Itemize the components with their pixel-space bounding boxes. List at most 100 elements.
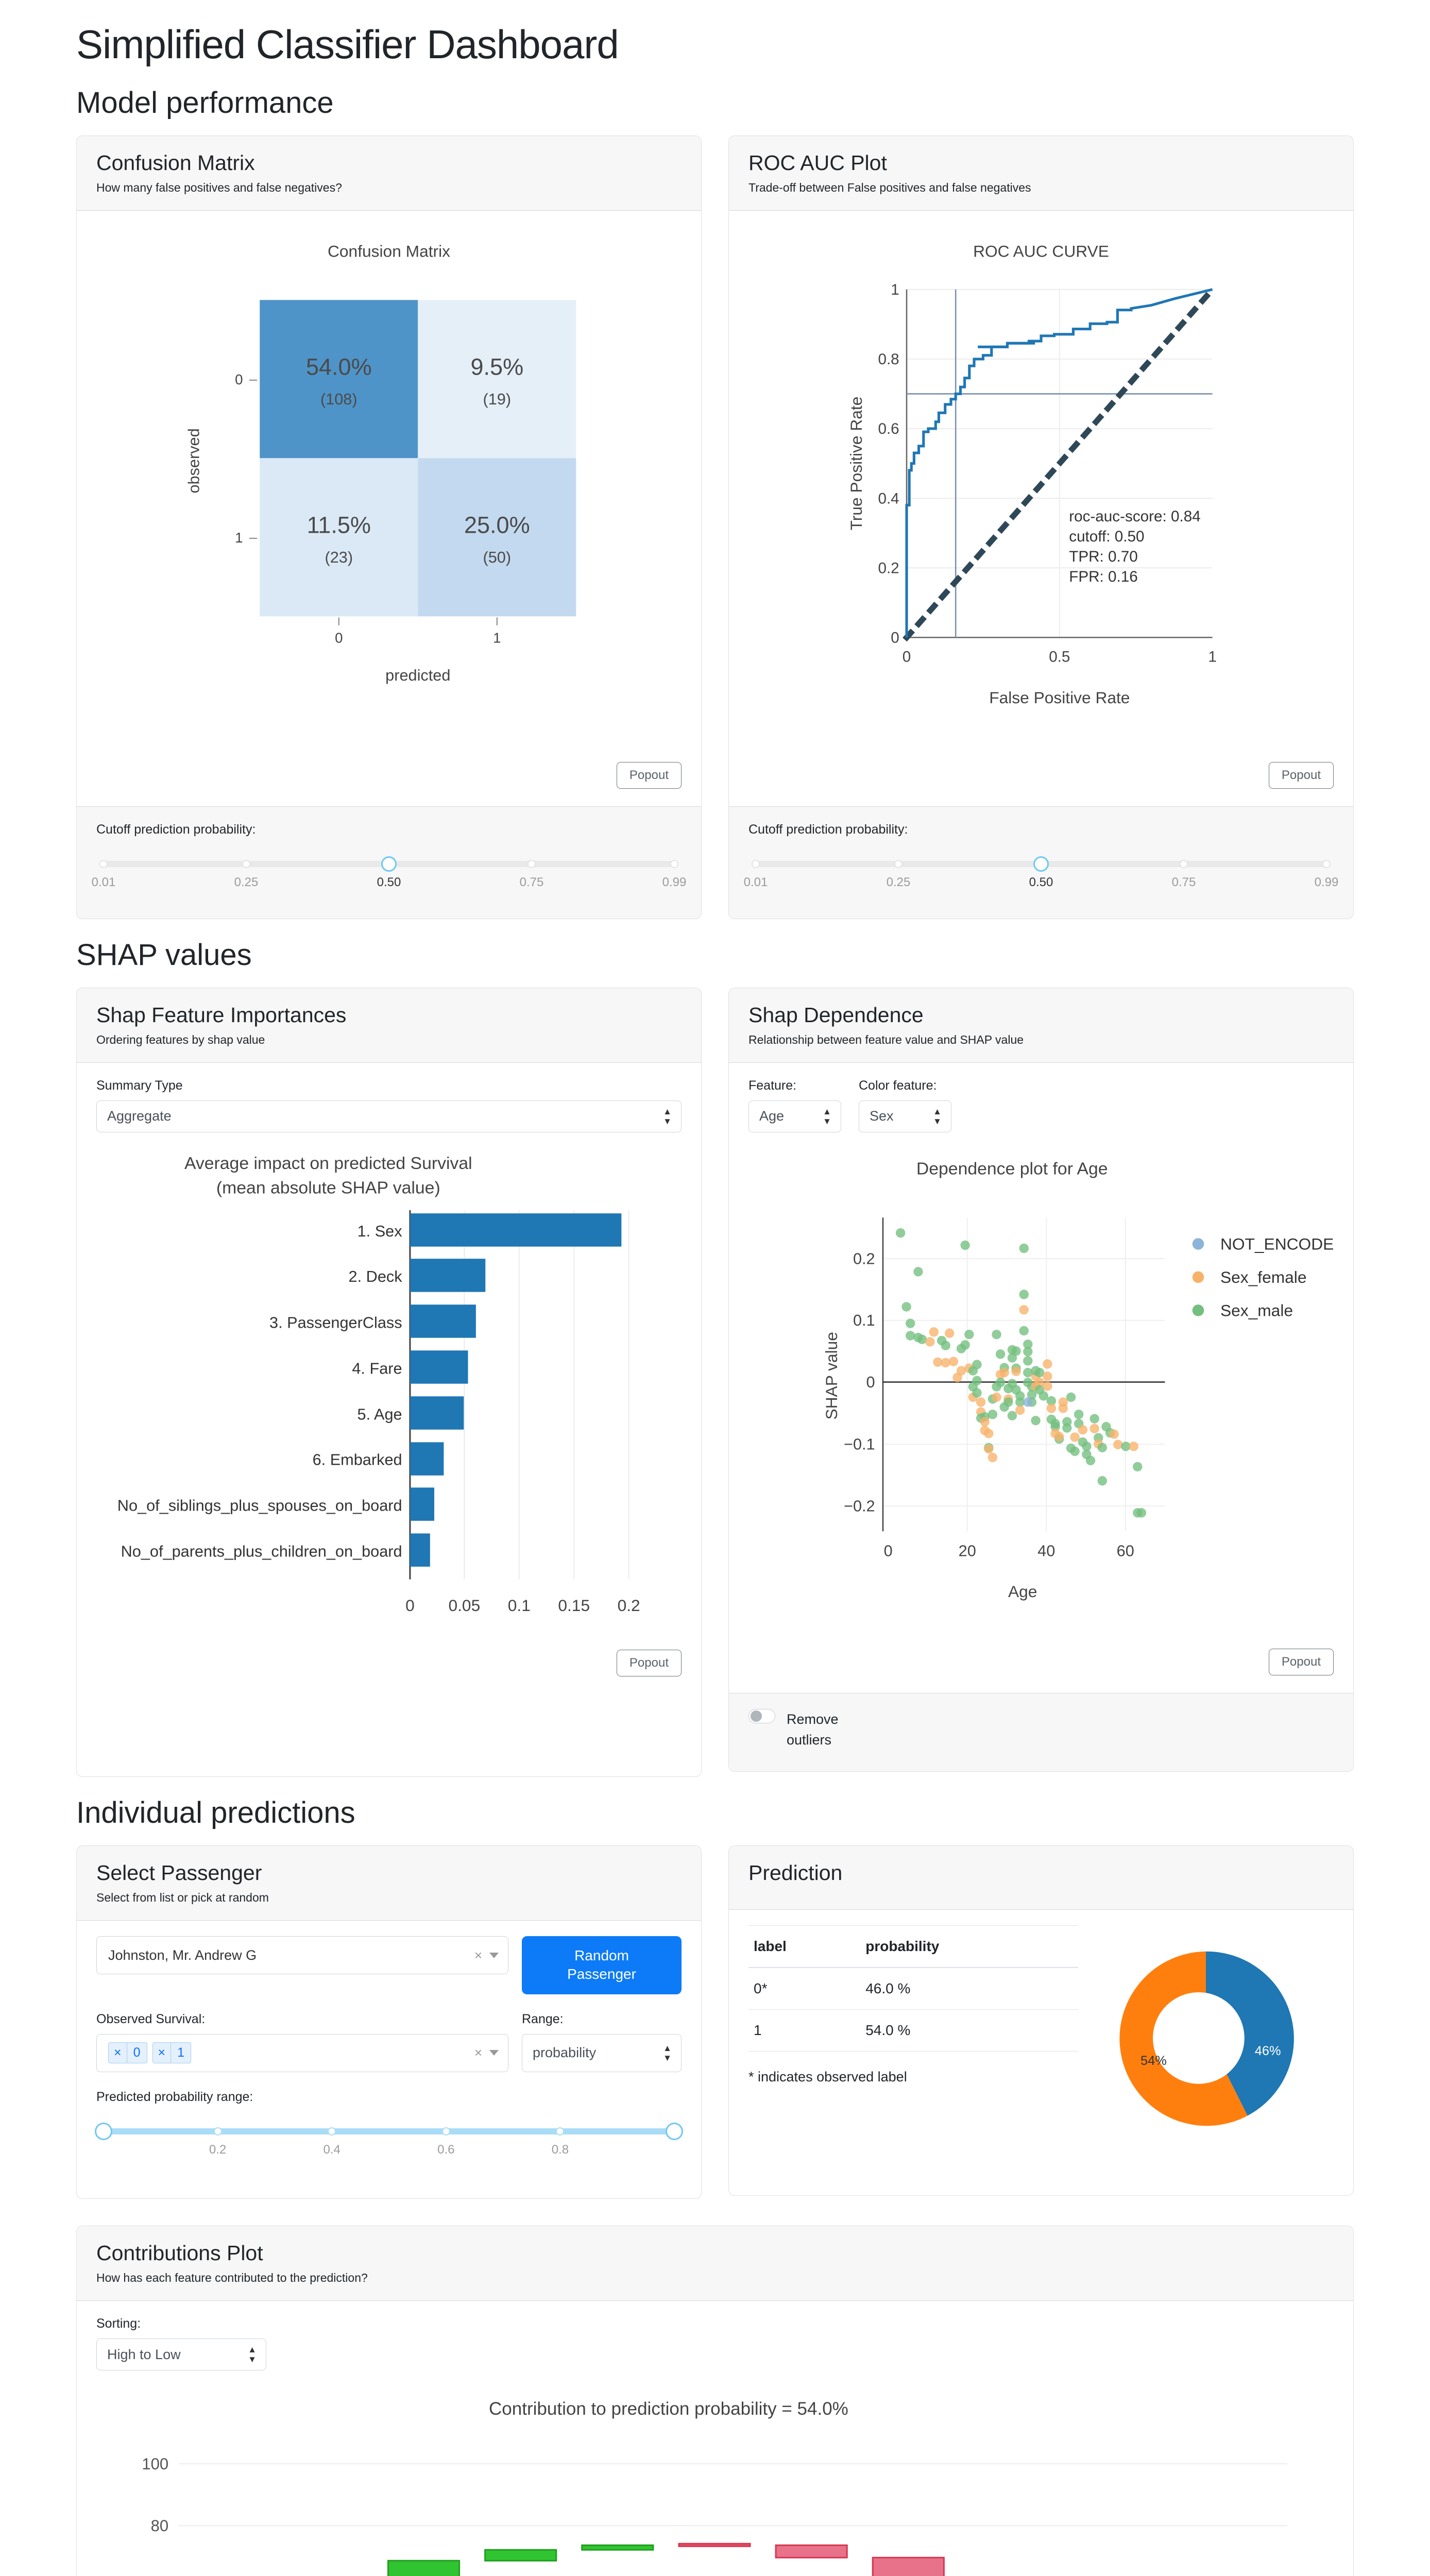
svg-text:0.05: 0.05 xyxy=(448,1596,480,1615)
svg-text:−0.1: −0.1 xyxy=(844,1435,875,1453)
token[interactable]: × 1 xyxy=(152,2042,192,2064)
clear-icon[interactable]: × xyxy=(474,1947,482,1963)
svg-text:0.15: 0.15 xyxy=(558,1596,590,1615)
shap-dependence-subtitle: Relationship between feature value and S… xyxy=(748,1032,1024,1046)
predicted-probability-range-slider[interactable]: 0.2 0.4 0.6 0.8 xyxy=(95,2112,683,2165)
observed-survival-dropdown[interactable]: × 0 × 1 × xyxy=(96,2033,508,2072)
passenger-select-dropdown[interactable]: Johnston, Mr. Andrew G × xyxy=(96,1936,508,1975)
dependence-feature-select[interactable]: Age ▲ ▼ xyxy=(748,1100,841,1132)
dependence-color-feature-select[interactable]: Sex ▲ ▼ xyxy=(859,1100,951,1132)
confusion-matrix-body: Confusion Matrix 54.0% (108) 9.5% (19) 1… xyxy=(77,211,701,806)
shap-dependence-footer: Remove outliers xyxy=(729,1692,1353,1771)
shap-dependence-popout-button[interactable]: Popout xyxy=(1268,1648,1334,1675)
chevron-updown-icon: ▲ ▼ xyxy=(663,2043,672,2063)
svg-text:−0.2: −0.2 xyxy=(844,1497,875,1515)
prediction-title: Prediction xyxy=(748,1860,843,1885)
observed-survival-tokens: × 0 × 1 xyxy=(108,2042,192,2064)
slider-mark: 0.75 xyxy=(519,875,544,889)
shap-importance-body: Summary Type Aggregate ▲ ▼ Average impact… xyxy=(77,1063,701,1776)
confusion-matrix-plot: Confusion Matrix 54.0% (108) 9.5% (19) 1… xyxy=(96,226,682,759)
svg-text:54.0%: 54.0% xyxy=(306,354,372,380)
roc-cutoff-label: Cutoff prediction probability: xyxy=(748,822,908,837)
svg-text:20: 20 xyxy=(959,1541,976,1560)
svg-text:Age: Age xyxy=(1008,1582,1037,1601)
dashboard-page: Simplified Classifier Dashboard Model pe… xyxy=(0,22,1430,2576)
svg-text:1. Sex: 1. Sex xyxy=(358,1222,403,1240)
dependence-color-feature-value: Sex xyxy=(870,1108,894,1124)
roc-auc-popout-button[interactable]: Popout xyxy=(1268,761,1334,789)
shap-dependence-card: Shap Dependence Relationship between fea… xyxy=(728,987,1354,1772)
prediction-pie-chart: 46% 54% xyxy=(1078,1925,1334,2152)
shap-dependence-body: Feature: Age ▲ ▼ Color feature: Sex ▲ ▼ xyxy=(729,1063,1353,1693)
dependence-feature-label: Feature: xyxy=(748,1078,797,1093)
confusion-matrix-popout-button[interactable]: Popout xyxy=(616,761,682,789)
svg-text:(50): (50) xyxy=(483,548,512,566)
svg-text:0: 0 xyxy=(884,1541,893,1560)
contributions-header: Contributions Plot How has each feature … xyxy=(77,2226,1353,2301)
confusion-cutoff-slider[interactable]: 0.01 0.25 0.50 0.75 0.99 xyxy=(92,844,686,898)
section-title-model-performance: Model performance xyxy=(76,86,334,120)
svg-text:roc-auc-score: 0.84: roc-auc-score: 0.84 xyxy=(1069,508,1200,525)
roc-cutoff-slider[interactable]: 0.01 0.25 0.50 0.75 0.99 xyxy=(744,844,1338,898)
cell-probability: 46.0 % xyxy=(860,1968,1078,2010)
svg-text:0: 0 xyxy=(235,371,243,387)
section-title-shap-values: SHAP values xyxy=(76,938,252,972)
svg-text:5. Age: 5. Age xyxy=(358,1405,402,1423)
svg-text:11.5%: 11.5% xyxy=(307,512,371,538)
clear-icon[interactable]: × xyxy=(474,2045,482,2061)
table-row: 0* 46.0 % xyxy=(748,1968,1078,2010)
model-performance-row: Confusion Matrix How many false positive… xyxy=(76,135,1354,919)
svg-text:0: 0 xyxy=(866,1373,875,1391)
remove-outliers-label-line2: outliers xyxy=(787,1732,832,1748)
select-passenger-title: Select Passenger xyxy=(96,1860,262,1885)
svg-text:100: 100 xyxy=(142,2455,168,2473)
shap-importance-popout-button[interactable]: Popout xyxy=(616,1649,682,1676)
svg-text:40: 40 xyxy=(1037,1541,1055,1560)
token-remove-icon[interactable]: × xyxy=(153,2043,172,2063)
svg-text:Contribution to prediction pro: Contribution to prediction probability =… xyxy=(489,2399,848,2419)
svg-text:TPR: 0.70: TPR: 0.70 xyxy=(1069,548,1138,565)
svg-text:(108): (108) xyxy=(320,390,358,408)
range-mark: 0.4 xyxy=(323,2142,341,2157)
select-passenger-subtitle: Select from list or pick at random xyxy=(96,1891,269,1905)
slider-mark: 0.25 xyxy=(234,875,259,889)
range-select[interactable]: probability ▲ ▼ xyxy=(522,2033,682,2072)
token[interactable]: × 0 xyxy=(108,2042,147,2064)
slider-mark: 0.99 xyxy=(1314,875,1339,889)
chevron-down-icon[interactable] xyxy=(489,2050,499,2056)
cell-probability: 54.0 % xyxy=(860,2009,1078,2052)
token-value: 0 xyxy=(133,2045,141,2060)
slider-mark-active: 0.50 xyxy=(1029,875,1053,889)
chevron-updown-icon: ▲ ▼ xyxy=(823,1106,831,1126)
svg-text:1: 1 xyxy=(493,630,501,646)
token-value: 1 xyxy=(177,2045,185,2060)
svg-text:60: 60 xyxy=(1117,1541,1134,1560)
prediction-note: * indicates observed label xyxy=(748,2069,907,2085)
svg-text:Sex_female: Sex_female xyxy=(1220,1268,1306,1286)
contributions-plot: Contribution to prediction probability =… xyxy=(96,2384,1334,2576)
remove-outliers-label: Remove outliers xyxy=(787,1709,839,1751)
confusion-matrix-card: Confusion Matrix How many false positive… xyxy=(76,135,702,919)
confusion-matrix-footer: Cutoff prediction probability: 0.01 0.25 xyxy=(77,806,701,919)
token-remove-icon[interactable]: × xyxy=(109,2043,127,2063)
chevron-down-icon[interactable] xyxy=(489,1952,499,1958)
slider-mark: 0.99 xyxy=(662,875,687,889)
page-title: Simplified Classifier Dashboard xyxy=(76,22,619,67)
chevron-updown-icon: ▲ ▼ xyxy=(663,1106,672,1126)
svg-text:1: 1 xyxy=(235,530,243,546)
svg-text:True Positive Rate: True Positive Rate xyxy=(847,397,865,531)
remove-outliers-toggle[interactable] xyxy=(748,1708,775,1723)
roc-auc-body: ROC AUC CURVE xyxy=(729,211,1353,806)
chevron-updown-icon: ▲ ▼ xyxy=(248,2345,257,2364)
dependence-color-feature-label: Color feature: xyxy=(859,1078,937,1093)
svg-text:0.2: 0.2 xyxy=(853,1249,875,1267)
prediction-table: label probability 0* 46.0 % xyxy=(748,1925,1078,2052)
summary-type-select[interactable]: Aggregate ▲ ▼ xyxy=(96,1100,682,1132)
column-header-label: label xyxy=(748,1925,861,1969)
svg-text:0.2: 0.2 xyxy=(878,560,899,577)
contributions-subtitle: How has each feature contributed to the … xyxy=(96,2271,368,2284)
sorting-select[interactable]: High to Low ▲ ▼ xyxy=(96,2338,266,2370)
svg-text:0: 0 xyxy=(405,1596,415,1615)
predicted-range-label: Predicted probability range: xyxy=(96,2089,253,2104)
random-passenger-button[interactable]: Random Passenger xyxy=(522,1936,682,1994)
